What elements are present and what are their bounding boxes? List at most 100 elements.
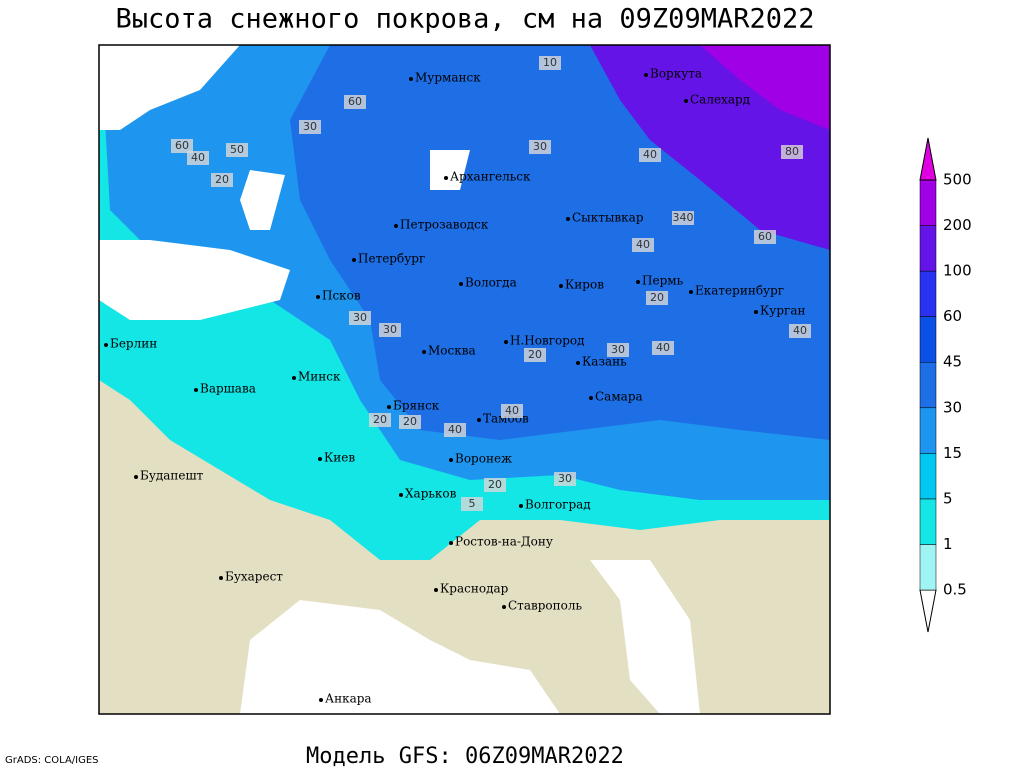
colorbar-band <box>919 453 937 500</box>
depth-label: 30 <box>383 323 397 336</box>
depth-label-bg <box>639 148 661 162</box>
depth-label-bg <box>754 230 776 244</box>
depth-label-bg <box>672 211 694 225</box>
depth-label-bg <box>484 478 506 492</box>
depth-label: 5 <box>469 497 476 510</box>
depth-label: 20 <box>403 415 417 428</box>
city-dot <box>684 99 688 103</box>
depth-label-bg <box>349 311 371 325</box>
city-label: Варшава <box>200 382 256 396</box>
city-dot <box>134 475 138 479</box>
city-dot <box>559 284 563 288</box>
colorbar-band <box>919 270 937 317</box>
black-sea <box>240 600 560 714</box>
depth-label-bg <box>539 56 561 70</box>
colorbar-label: 15 <box>943 444 962 462</box>
depth-label: 20 <box>215 173 229 186</box>
depth-label: 20 <box>488 478 502 491</box>
city-dot <box>316 295 320 299</box>
snow-200 <box>700 45 830 130</box>
city-label: Бухарест <box>225 570 283 584</box>
city-label: Мурманск <box>415 71 481 85</box>
depth-label-bg <box>501 404 523 418</box>
city-dot <box>434 588 438 592</box>
colorbar-label: 45 <box>943 353 962 371</box>
city-label: Вологда <box>465 276 517 290</box>
depth-label: 40 <box>505 404 519 417</box>
city-dot <box>504 340 508 344</box>
city-label: Берлин <box>110 337 157 351</box>
colorbar-label: 100 <box>943 262 972 280</box>
depth-label: 20 <box>528 348 542 361</box>
city-label: Курган <box>760 304 805 318</box>
city-dot <box>104 343 108 347</box>
depth-label: 20 <box>373 413 387 426</box>
city-dot <box>566 217 570 221</box>
city-dot <box>502 605 506 609</box>
depth-label: 50 <box>230 143 244 156</box>
depth-label: 30 <box>533 140 547 153</box>
map <box>98 44 831 715</box>
city-label: Харьков <box>405 487 457 501</box>
city-label: Петрозаводск <box>400 218 489 232</box>
depth-label-bg <box>646 291 668 305</box>
depth-label: 340 <box>673 211 694 224</box>
colorbar-band <box>919 361 937 409</box>
map-labels: Мурманск Воркута Салехард Архангельск Сыктыв… <box>104 56 811 706</box>
city-dot <box>477 418 481 422</box>
depth-label-bg <box>652 341 674 355</box>
depth-label-bg <box>369 413 391 427</box>
city-label: Н.Новгород <box>510 334 585 348</box>
city-dot <box>352 258 356 262</box>
baltic-sea <box>99 240 290 320</box>
city-label: Минск <box>298 370 341 384</box>
city-label: Псков <box>322 289 361 303</box>
city-label: Брянск <box>393 399 440 413</box>
depth-label-bg <box>299 120 321 134</box>
city-dot <box>449 541 453 545</box>
city-dot <box>399 493 403 497</box>
depth-label-bg <box>187 151 209 165</box>
colorbar-label: 5 <box>943 489 953 507</box>
city-dot <box>459 282 463 286</box>
depth-label: 60 <box>758 230 772 243</box>
city-dot <box>194 388 198 392</box>
gulf-bothnia <box>240 170 285 230</box>
model-label: Модель GFS: 06Z09MAR2022 <box>306 744 624 768</box>
map-frame <box>98 44 831 715</box>
city-label: Ставрополь <box>508 599 582 613</box>
sea-north <box>99 45 240 130</box>
city-label: Москва <box>428 344 476 358</box>
depth-label-bg <box>529 140 551 154</box>
city-label: Пермь <box>642 274 684 288</box>
depth-label: 20 <box>650 291 664 304</box>
city-label: Самара <box>595 390 643 404</box>
city-label: Екатеринбург <box>695 284 784 298</box>
depth-label: 40 <box>643 148 657 161</box>
depth-label: 30 <box>353 311 367 324</box>
colorbar-high-end <box>919 137 937 181</box>
depth-label-bg <box>399 415 421 429</box>
depth-label: 30 <box>558 472 572 485</box>
city-label: Сыктывкар <box>572 211 644 225</box>
depth-label-bg <box>554 472 576 486</box>
depth-label: 60 <box>175 139 189 152</box>
depth-label: 40 <box>656 341 670 354</box>
city-label: Анкара <box>325 692 372 706</box>
city-dot <box>519 504 523 508</box>
depth-label-bg <box>344 95 366 109</box>
colorbar-label: 30 <box>943 398 962 416</box>
depth-label: 10 <box>543 56 557 69</box>
depth-label: 40 <box>793 324 807 337</box>
city-dot <box>422 350 426 354</box>
white-sea <box>430 150 470 190</box>
city-label: Ростов-на-Дону <box>455 535 553 549</box>
depth-label: 30 <box>303 120 317 133</box>
depth-label: 40 <box>636 238 650 251</box>
depth-label-bg <box>632 238 654 252</box>
depth-label-bg <box>211 173 233 187</box>
city-dot <box>449 458 453 462</box>
city-dot <box>319 698 323 702</box>
city-dot <box>636 280 640 284</box>
